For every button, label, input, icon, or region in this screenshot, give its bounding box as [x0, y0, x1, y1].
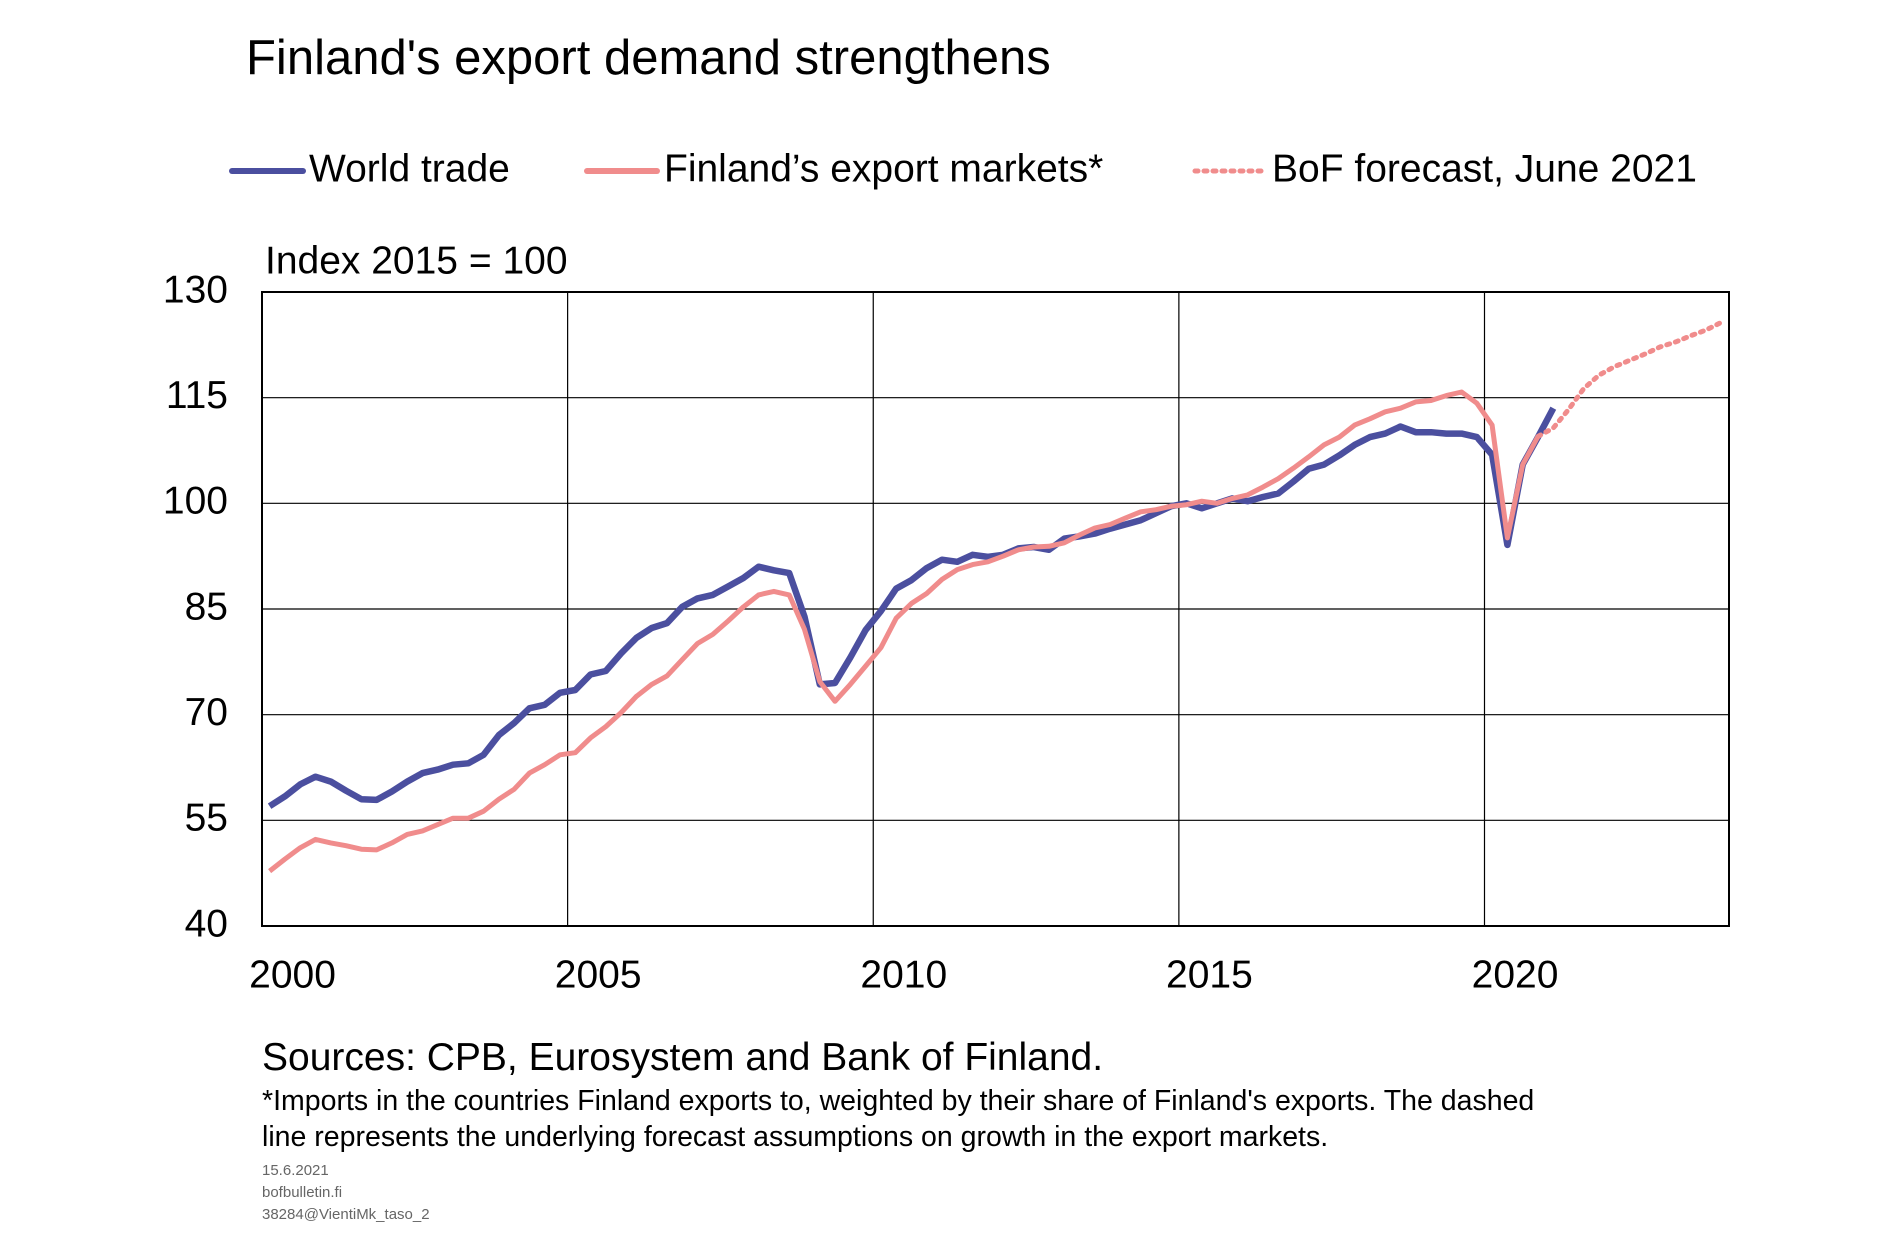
- legend-label: World trade: [309, 147, 510, 190]
- y-tick-label: 85: [185, 585, 228, 628]
- x-tick-label: 2020: [1472, 953, 1559, 996]
- y-tick-label: 40: [185, 902, 228, 945]
- legend-label: BoF forecast, June 2021: [1272, 147, 1697, 190]
- x-tick-label: 2010: [860, 953, 947, 996]
- plot-frame: [261, 291, 1730, 927]
- series-line: [267, 406, 1557, 809]
- x-tick-label: 2015: [1166, 953, 1253, 996]
- chart: Finland's export demand strengthens Inde…: [163, 31, 1730, 996]
- chart-title: Finland's export demand strengthens: [246, 31, 1051, 85]
- x-tick-label: 2000: [249, 953, 336, 996]
- footer-line: 15.6.2021: [262, 1162, 329, 1179]
- footer-line: bofbulletin.fi: [262, 1184, 343, 1201]
- series-line: [1535, 319, 1724, 439]
- footnote-line: *Imports in the countries Finland export…: [262, 1085, 1535, 1117]
- y-tick-label: 70: [185, 691, 228, 734]
- footnote-line: line represents the underlying forecast …: [262, 1121, 1329, 1153]
- y-axis-label: Index 2015 = 100: [265, 239, 568, 282]
- footer-line: 38284@VientiMk_taso_2: [262, 1206, 430, 1223]
- y-tick-label: 130: [163, 268, 228, 311]
- y-tick-label: 55: [185, 797, 228, 840]
- legend-label: Finland’s export markets*: [664, 147, 1103, 190]
- y-tick-label: 100: [163, 480, 228, 523]
- sources: Sources: CPB, Eurosystem and Bank of Fin…: [262, 1036, 1104, 1079]
- x-tick-label: 2005: [555, 953, 642, 996]
- series-line: [268, 389, 1541, 874]
- legend: World trade Finland’s export markets* BoF …: [229, 147, 1697, 190]
- y-tick-label: 115: [166, 374, 228, 417]
